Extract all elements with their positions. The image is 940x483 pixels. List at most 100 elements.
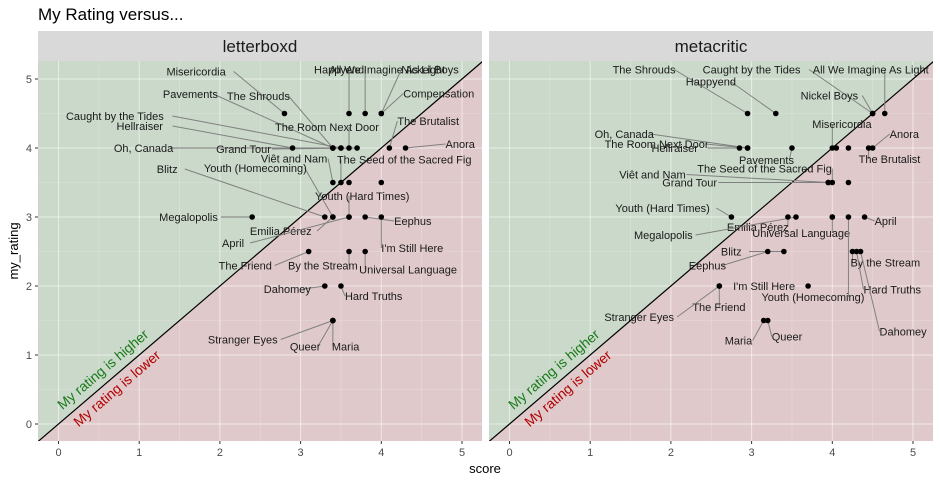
data-point: [781, 248, 787, 255]
point-label: All We Imagine As Light: [329, 65, 445, 77]
data-point: [881, 110, 888, 117]
point-label: Maria: [332, 342, 360, 354]
x-tick-label: 0: [506, 447, 512, 459]
label-leader-line: [249, 216, 350, 244]
data-point: [346, 179, 352, 186]
label-leader-line: [213, 93, 334, 149]
data-point: [793, 214, 799, 220]
point-label: Happyend: [314, 65, 364, 77]
point-label: Dahomey: [264, 284, 312, 296]
label-leader-line: [695, 216, 797, 236]
point-label: The Seed of the Sacred Fig: [337, 155, 472, 167]
label-leader-line: [274, 251, 309, 266]
label-leader-line: [808, 69, 873, 114]
label-leader-line: [172, 125, 293, 149]
data-point: [829, 214, 836, 220]
data-point: [362, 110, 368, 117]
data-point: [789, 145, 795, 151]
data-point: [764, 248, 771, 255]
data-point: [338, 283, 344, 289]
label-leader-line: [302, 285, 325, 290]
facet-strip-label: letterboxd: [223, 37, 298, 56]
label-leader-line: [673, 69, 748, 114]
point-label: The Room Next Door: [275, 122, 379, 134]
label-leader-line: [650, 133, 748, 149]
label-leader-line: [405, 143, 446, 149]
data-point: [845, 214, 852, 220]
reference-line: [38, 61, 482, 441]
y-tick-label: 4: [26, 143, 32, 155]
data-point: [728, 214, 735, 220]
point-label: Pavements: [163, 89, 219, 101]
data-point: [322, 214, 328, 220]
point-label: The Shrouds: [227, 91, 290, 103]
point-label: April: [222, 238, 244, 250]
data-point: [744, 110, 751, 117]
point-label: Youth (Hard Times): [615, 203, 709, 215]
data-point: [386, 145, 393, 151]
label-leader-line: [317, 320, 334, 347]
label-leader-line: [861, 95, 874, 114]
point-label: Blitz: [721, 247, 742, 259]
data-point: [338, 179, 344, 186]
data-point: [378, 179, 385, 186]
point-label: Anora: [890, 129, 920, 141]
data-point: [833, 145, 840, 151]
point-label: Eephus: [689, 261, 727, 273]
x-tick-label: 2: [217, 447, 223, 459]
data-point: [305, 248, 312, 255]
data-point: [378, 110, 385, 117]
point-label: Anora: [446, 139, 476, 151]
data-point: [825, 179, 832, 186]
point-label: The Friend: [692, 302, 745, 314]
point-label: Pavements: [739, 155, 795, 167]
data-point: [829, 179, 836, 186]
point-label: Hellraiser: [651, 143, 698, 155]
point-label: The Seed of the Sacred Fig: [697, 164, 832, 176]
point-label: Nickel Boys: [401, 65, 459, 77]
reference-line: [489, 61, 933, 441]
label-leader-line: [676, 285, 720, 318]
x-tick-label: 2: [668, 447, 674, 459]
data-point: [362, 248, 368, 255]
data-point: [869, 110, 876, 117]
point-label: Youth (Homecoming): [204, 163, 307, 175]
point-label: Universal Language: [752, 228, 850, 240]
point-label: Emilia Pérez: [727, 222, 789, 234]
data-point: [861, 214, 868, 220]
data-point: [857, 248, 864, 255]
label-leader-line: [730, 81, 777, 114]
y-tick-label: 1: [26, 350, 32, 362]
data-point: [845, 145, 852, 151]
facet-strip-label: metacritic: [675, 37, 748, 56]
label-leader-line: [686, 174, 829, 183]
x-tick-label: 4: [378, 447, 384, 459]
label-leader-line: [172, 115, 342, 149]
data-point: [330, 179, 336, 186]
facet-strip: [489, 31, 933, 61]
facet-strip: [38, 31, 482, 61]
y-tick-label: 0: [26, 419, 32, 431]
point-label: Blitz: [157, 164, 178, 176]
data-point: [869, 145, 876, 151]
data-point: [849, 248, 856, 255]
point-label: The Room Next Door: [605, 139, 709, 151]
label-leader-line: [288, 95, 334, 149]
label-leader-line: [752, 320, 765, 341]
x-tick-label: 1: [587, 447, 593, 459]
data-point: [760, 317, 767, 324]
data-point: [338, 145, 344, 151]
point-label: Grand Tour: [216, 144, 271, 156]
data-point: [736, 145, 743, 151]
label-leader-line: [316, 216, 334, 232]
point-label: The Friend: [219, 261, 272, 273]
point-label: Maria: [725, 336, 753, 348]
point-label: Viêt and Nam: [261, 154, 327, 166]
data-point: [330, 214, 336, 220]
point-label: Stranger Eyes: [604, 312, 674, 324]
point-label: Hard Truths: [345, 291, 403, 303]
point-label: Viêt and Nam: [619, 170, 685, 182]
